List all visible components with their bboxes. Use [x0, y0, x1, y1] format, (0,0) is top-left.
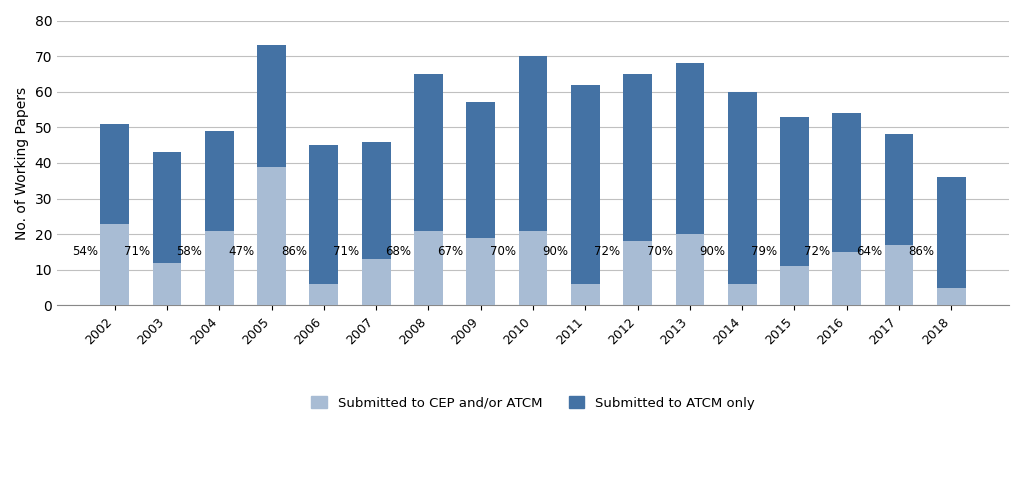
Bar	[571, 85, 600, 284]
Bar	[885, 245, 913, 306]
Bar	[466, 238, 496, 306]
Bar	[153, 262, 181, 306]
Text: 72%: 72%	[595, 246, 621, 259]
Bar	[624, 74, 652, 241]
Bar	[100, 124, 129, 224]
Text: 71%: 71%	[333, 246, 359, 259]
Text: 90%: 90%	[543, 246, 568, 259]
Bar	[518, 230, 548, 306]
Bar	[257, 46, 286, 167]
Bar	[518, 56, 548, 230]
Text: 90%: 90%	[699, 246, 725, 259]
Text: 86%: 86%	[281, 246, 307, 259]
Bar	[676, 234, 705, 306]
Bar	[205, 230, 233, 306]
Text: 68%: 68%	[385, 246, 412, 259]
Text: 54%: 54%	[72, 246, 97, 259]
Bar	[937, 287, 966, 306]
Bar	[361, 259, 390, 306]
Bar	[257, 167, 286, 306]
Text: 70%: 70%	[647, 246, 673, 259]
Bar	[100, 224, 129, 306]
Bar	[885, 135, 913, 245]
Text: 86%: 86%	[908, 246, 934, 259]
Bar	[833, 113, 861, 252]
Bar	[571, 284, 600, 306]
Text: 70%: 70%	[490, 246, 516, 259]
Text: 72%: 72%	[804, 246, 829, 259]
Bar	[780, 266, 809, 306]
Text: 47%: 47%	[228, 246, 255, 259]
Y-axis label: No. of Working Papers: No. of Working Papers	[15, 86, 29, 240]
Bar	[153, 152, 181, 262]
Bar	[937, 177, 966, 287]
Text: 58%: 58%	[176, 246, 203, 259]
Bar	[309, 145, 338, 284]
Bar	[780, 117, 809, 266]
Text: 71%: 71%	[124, 246, 150, 259]
Bar	[833, 252, 861, 306]
Legend: Submitted to CEP and/or ATCM, Submitted to ATCM only: Submitted to CEP and/or ATCM, Submitted …	[306, 391, 760, 415]
Bar	[466, 103, 496, 238]
Bar	[309, 284, 338, 306]
Bar	[414, 230, 442, 306]
Bar	[624, 241, 652, 306]
Text: 79%: 79%	[752, 246, 777, 259]
Bar	[728, 284, 757, 306]
Bar	[361, 142, 390, 259]
Text: 64%: 64%	[856, 246, 882, 259]
Text: 67%: 67%	[437, 246, 464, 259]
Bar	[728, 92, 757, 284]
Bar	[414, 74, 442, 230]
Bar	[676, 63, 705, 234]
Bar	[205, 131, 233, 230]
